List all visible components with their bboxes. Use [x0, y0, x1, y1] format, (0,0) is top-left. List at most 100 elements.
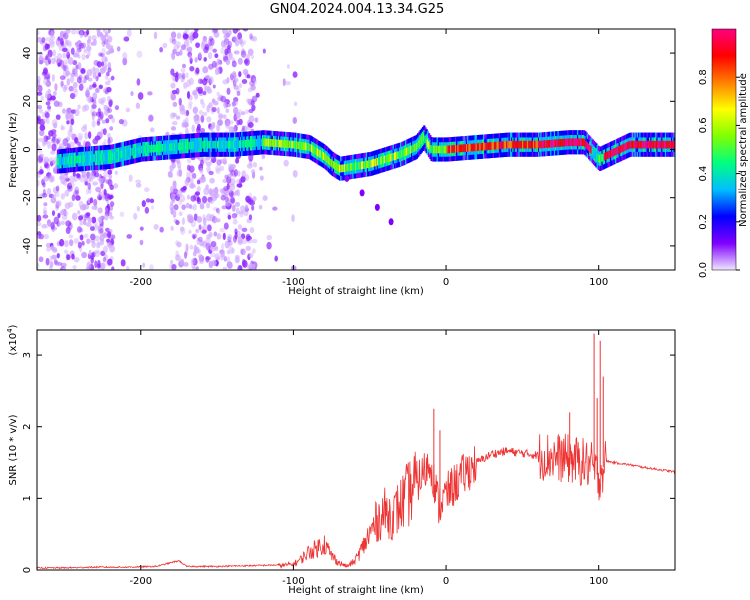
noise-mark: [196, 216, 203, 223]
ridge-mark: [106, 153, 110, 161]
noise-mark: [249, 227, 255, 234]
snr-data: [37, 333, 675, 570]
x-tick-label: -100: [282, 277, 305, 288]
noise-mark: [72, 171, 76, 177]
noise-mark: [69, 175, 76, 183]
ridge-mark: [629, 140, 632, 149]
noise-mark: [57, 52, 63, 61]
ridge-mark: [580, 138, 583, 147]
noise-mark: [210, 121, 216, 128]
noise-mark: [94, 221, 98, 229]
branch-mark: [359, 189, 365, 197]
branch-mark: [344, 174, 350, 182]
noise-mark: [184, 29, 190, 34]
noise-mark: [229, 120, 234, 125]
noise-mark: [241, 227, 248, 233]
ridge-mark: [441, 145, 444, 154]
noise-mark: [100, 34, 106, 42]
ridge-mark: [607, 151, 610, 159]
ridge-mark: [563, 138, 566, 147]
noise-mark: [208, 36, 214, 42]
noise-mark: [104, 80, 111, 86]
noise-mark: [225, 121, 231, 129]
ridge-mark: [533, 140, 536, 149]
noise-mark: [105, 42, 111, 50]
ridge-mark: [396, 151, 399, 160]
noise-mark: [240, 248, 244, 255]
noise-mark: [83, 31, 89, 38]
ridge-mark: [100, 153, 103, 162]
ridge-mark: [588, 143, 591, 152]
noise-mark: [105, 118, 110, 124]
noise-mark: [170, 126, 177, 131]
ridge-mark: [233, 140, 237, 149]
noise-mark: [74, 189, 80, 195]
noise-mark: [56, 252, 61, 258]
noise-mark: [80, 42, 87, 49]
ridge-mark: [462, 144, 465, 153]
ridge-mark: [192, 141, 195, 150]
snr-y-label: SNR (10 * v/v): [8, 414, 19, 485]
noise-mark: [63, 240, 69, 248]
ridge-mark: [581, 138, 585, 147]
ridge-mark: [354, 162, 357, 171]
ridge-mark: [434, 145, 437, 154]
ridge-mark: [172, 143, 176, 151]
ridge-mark: [324, 153, 327, 161]
noise-mark: [216, 123, 221, 132]
ridge-mark: [623, 143, 626, 152]
ridge-mark: [222, 140, 226, 149]
ridge-mark: [314, 146, 317, 155]
noise-mark: [222, 232, 226, 241]
noise-mark: [233, 168, 238, 177]
noise-mark: [170, 82, 176, 89]
noise-mark: [44, 93, 51, 99]
ridge-mark: [298, 141, 301, 150]
noise-mark: [185, 243, 189, 252]
noise-mark: [103, 213, 109, 221]
noise-mark: [96, 120, 101, 127]
noise-mark: [144, 187, 150, 193]
ridge-mark: [379, 157, 382, 165]
noise-mark: [226, 249, 231, 255]
noise-mark: [130, 91, 134, 97]
ridge-mark: [395, 152, 398, 160]
noise-mark: [178, 97, 182, 106]
noise-mark: [259, 175, 264, 181]
ridge-mark: [198, 141, 201, 149]
noise-mark: [50, 150, 56, 155]
ridge-mark: [616, 147, 619, 155]
ridge-mark: [230, 140, 233, 149]
noise-mark: [247, 98, 251, 105]
noise-mark: [249, 199, 256, 206]
noise-mark: [42, 45, 48, 52]
noise-mark: [50, 30, 54, 38]
ridge-mark: [330, 158, 333, 167]
noise-mark: [45, 257, 50, 266]
ridge-mark: [263, 138, 266, 147]
ridge-mark: [586, 142, 589, 150]
noise-mark: [107, 67, 112, 73]
noise-mark: [194, 191, 201, 196]
noise-mark: [242, 125, 248, 132]
ridge-mark: [91, 154, 94, 163]
noise-mark: [95, 186, 102, 193]
ridge-mark: [70, 156, 73, 164]
ridge-mark: [474, 143, 477, 152]
noise-mark: [76, 141, 81, 146]
noise-mark: [45, 80, 52, 87]
ridge-mark: [194, 141, 198, 150]
noise-mark: [200, 127, 206, 134]
noise-mark: [177, 166, 182, 172]
ridge-mark: [468, 143, 471, 152]
ridge-mark: [316, 148, 320, 157]
ridge-mark: [408, 146, 411, 155]
noise-mark: [192, 234, 196, 240]
noise-mark: [68, 85, 74, 92]
ridge-mark: [421, 135, 425, 143]
noise-mark: [246, 74, 251, 79]
ridge-mark: [309, 143, 312, 152]
noise-mark: [49, 265, 53, 270]
noise-mark: [39, 169, 44, 175]
